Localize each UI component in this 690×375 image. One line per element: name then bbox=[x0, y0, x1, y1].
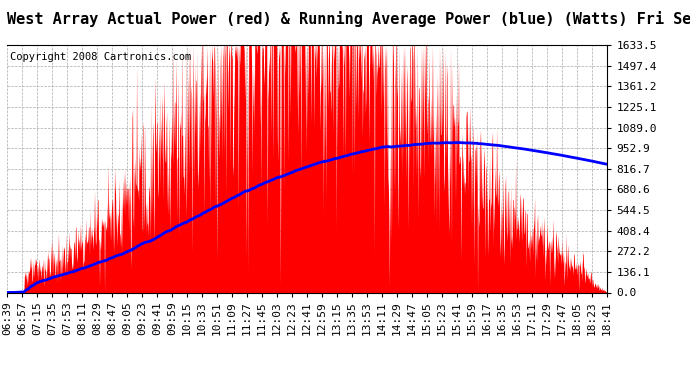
Text: Copyright 2008 Cartronics.com: Copyright 2008 Cartronics.com bbox=[10, 53, 191, 62]
Text: West Array Actual Power (red) & Running Average Power (blue) (Watts) Fri Sep 19 : West Array Actual Power (red) & Running … bbox=[7, 11, 690, 27]
